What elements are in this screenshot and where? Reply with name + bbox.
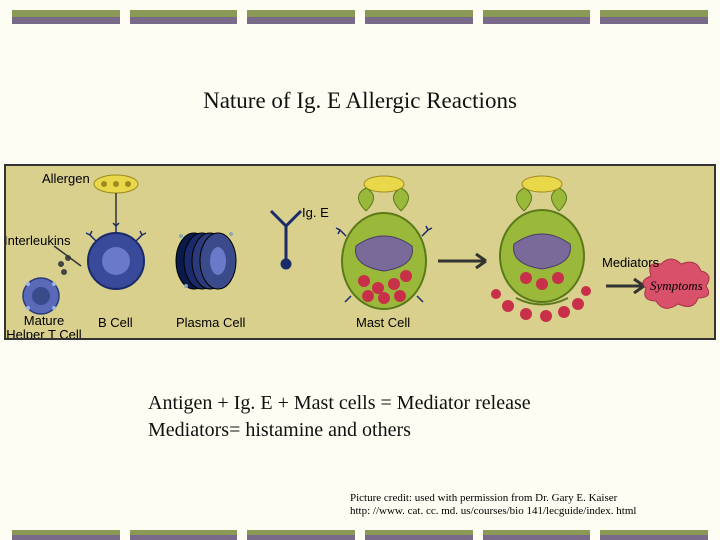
credit-line-2: http: //www. cat. cc. md. us/courses/bio… [350,505,710,518]
label-mediators: Mediators [602,256,659,270]
mast-cell-1-shape [336,176,432,309]
allergen-shape [94,175,138,226]
mast-cell-2-shape [491,176,591,322]
label-b-cell: B Cell [98,316,133,330]
interleukins-dots [54,246,81,275]
b-cell-shape [86,223,146,289]
label-t-cell: Mature Helper T Cell [4,314,84,340]
slide-title: Nature of Ig. E Allergic Reactions [0,88,720,114]
label-allergen: Allergen [42,172,90,186]
arrow-1 [438,254,486,268]
picture-credit: Picture credit: used with permission fro… [350,492,710,518]
plasma-cell-shape [176,232,236,289]
label-mast-cell: Mast Cell [356,316,410,330]
label-interleukins: Interleukins [4,234,70,248]
ige-shape [271,211,301,268]
equation-text: Antigen + Ig. E + Mast cells = Mediator … [148,390,531,444]
equation-line-1: Antigen + Ig. E + Mast cells = Mediator … [148,390,531,417]
top-border-bar [0,10,720,24]
t-cell-shape [23,278,59,314]
allergy-diagram: Allergen Interleukins Mature Helper T Ce… [4,164,716,340]
diagram-svg [6,166,716,340]
equation-line-2: Mediators= histamine and others [148,417,531,444]
label-plasma-cell: Plasma Cell [176,316,245,330]
credit-line-1: Picture credit: used with permission fro… [350,492,710,505]
arrow-2 [606,279,644,293]
label-symptoms: Symptoms [650,279,703,293]
bottom-border-bar [0,530,720,540]
label-ige: Ig. E [302,206,329,220]
